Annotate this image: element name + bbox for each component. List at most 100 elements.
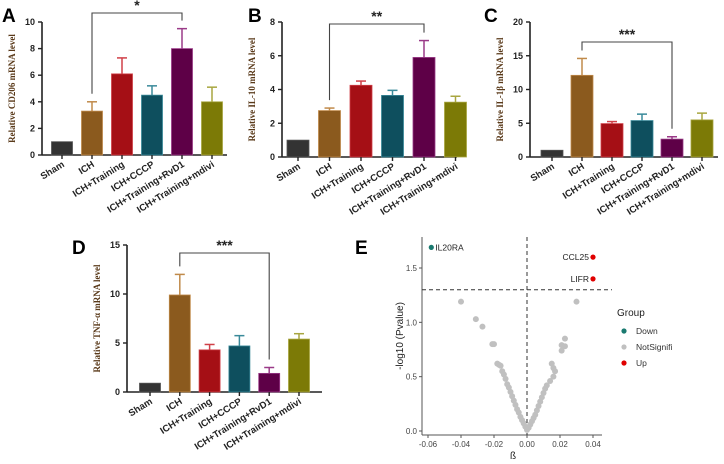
panel-a: A 0 2 4 6 8 10 Relative CD206 mRNA level Sham ICH… bbox=[2, 0, 227, 216]
significance-bracket bbox=[179, 252, 270, 360]
bar bbox=[51, 141, 73, 156]
category-label: ICH bbox=[314, 161, 334, 179]
point-notsignificant bbox=[548, 360, 555, 367]
legend-entry: NotSignifi bbox=[636, 342, 672, 352]
y-tick-label: 0 bbox=[30, 150, 35, 160]
bar bbox=[139, 382, 161, 393]
gene-label: CCL25 bbox=[563, 252, 590, 262]
gene-label: LIFR bbox=[571, 274, 589, 284]
significance-bracket bbox=[91, 12, 183, 94]
y-axis-label: Relative IL-1β mRNA level bbox=[495, 37, 505, 141]
point-notsignificant bbox=[547, 378, 554, 385]
legend-entry: Up bbox=[636, 358, 647, 368]
y-tick-label: 0 bbox=[115, 387, 120, 397]
point-up bbox=[590, 276, 596, 282]
bar bbox=[141, 94, 163, 156]
bar bbox=[630, 120, 654, 158]
y-tick-label: 6 bbox=[30, 70, 35, 80]
bar bbox=[570, 74, 594, 158]
category-label: ICH bbox=[77, 159, 97, 177]
point-notsignificant bbox=[502, 375, 509, 382]
gene-label: IL20RA bbox=[435, 242, 464, 252]
y-axis-label: Relative IL-10 mRNA level bbox=[247, 37, 257, 141]
panel-label: A bbox=[2, 6, 16, 27]
category-label: Sham bbox=[529, 161, 557, 184]
category-label: ICH bbox=[165, 396, 185, 414]
y-tick-label: 20 bbox=[513, 17, 523, 27]
bar bbox=[168, 294, 191, 393]
legend: Group Down NotSignifi Up bbox=[617, 308, 672, 368]
y-axis-label: Relative CD206 mRNA level bbox=[7, 34, 17, 143]
bar bbox=[444, 101, 467, 158]
point-notsignificant bbox=[491, 341, 497, 348]
panel-c: C 0 5 10 15 20 Relative IL-1β mRNA level Sham IC… bbox=[484, 6, 718, 218]
bar bbox=[690, 119, 714, 158]
bar bbox=[540, 149, 564, 158]
x-tick-label: -0.04 bbox=[452, 440, 471, 449]
panel-label: B bbox=[248, 6, 262, 27]
legend-entry: Down bbox=[636, 326, 658, 336]
y-tick-label: 8 bbox=[30, 44, 35, 54]
significance-label: ** bbox=[371, 8, 382, 24]
bar bbox=[288, 338, 310, 393]
point-notsignificant bbox=[543, 382, 550, 389]
point-notsignificant bbox=[573, 298, 580, 305]
y-tick-label: 4 bbox=[30, 97, 35, 107]
bar bbox=[228, 345, 251, 393]
y-tick-label: 2 bbox=[30, 123, 35, 133]
point-notsignificant bbox=[472, 316, 479, 323]
y-tick-label: 5 bbox=[518, 118, 523, 128]
category-label: ICH bbox=[567, 161, 587, 179]
point-notsignificant bbox=[558, 347, 565, 354]
y-tick-label: 8 bbox=[270, 17, 275, 27]
legend-marker bbox=[621, 360, 627, 366]
bar bbox=[111, 73, 133, 156]
y-tick-label: 10 bbox=[25, 17, 35, 27]
point-notsignificant bbox=[479, 323, 486, 330]
y-axis-label: Relative TNF-α mRNA level bbox=[92, 264, 102, 373]
category-label: Sham bbox=[275, 161, 303, 184]
bar bbox=[600, 123, 624, 158]
x-axis-label: ß bbox=[510, 451, 516, 462]
bar bbox=[349, 84, 373, 158]
panel-label: D bbox=[72, 238, 86, 259]
y-tick-label: 2 bbox=[270, 118, 275, 128]
bar bbox=[412, 57, 436, 158]
y-tick-label: 15 bbox=[513, 51, 523, 61]
significance-label: * bbox=[134, 0, 140, 13]
bar bbox=[171, 48, 193, 156]
bar bbox=[258, 372, 281, 393]
x-tick-label: -0.02 bbox=[485, 440, 504, 449]
y-tick-label: 10 bbox=[513, 85, 523, 95]
x-tick-label: 0.04 bbox=[585, 440, 601, 449]
y-tick-label: 0 bbox=[270, 152, 275, 162]
y-tick-label: 0 bbox=[518, 152, 523, 162]
bar bbox=[318, 110, 341, 158]
category-label: Sham bbox=[127, 396, 155, 419]
point-up bbox=[590, 254, 596, 260]
panel-label: C bbox=[484, 6, 498, 27]
y-axis-label: -log10 (Pvalue) bbox=[395, 302, 406, 370]
bar bbox=[381, 95, 404, 158]
x-tick-label: -0.06 bbox=[419, 440, 438, 449]
y-tick-label: 1.0 bbox=[406, 318, 418, 327]
y-tick-label: 0.5 bbox=[406, 373, 418, 382]
panel-label: E bbox=[355, 238, 368, 259]
point-notsignificant bbox=[561, 335, 568, 342]
bar bbox=[198, 349, 221, 393]
point-notsignificant bbox=[550, 373, 557, 380]
y-tick-label: 1.5 bbox=[406, 264, 418, 273]
bar bbox=[660, 138, 684, 158]
point-notsignificant bbox=[497, 362, 504, 369]
y-tick-label: 6 bbox=[270, 51, 275, 61]
y-tick-label: 5 bbox=[115, 338, 120, 348]
y-tick-label: 15 bbox=[110, 240, 120, 250]
x-tick-label: 0.02 bbox=[552, 440, 568, 449]
category-label: Sham bbox=[39, 159, 67, 182]
bar bbox=[201, 101, 223, 156]
significance-bracket bbox=[328, 23, 425, 101]
point-down bbox=[428, 244, 434, 250]
